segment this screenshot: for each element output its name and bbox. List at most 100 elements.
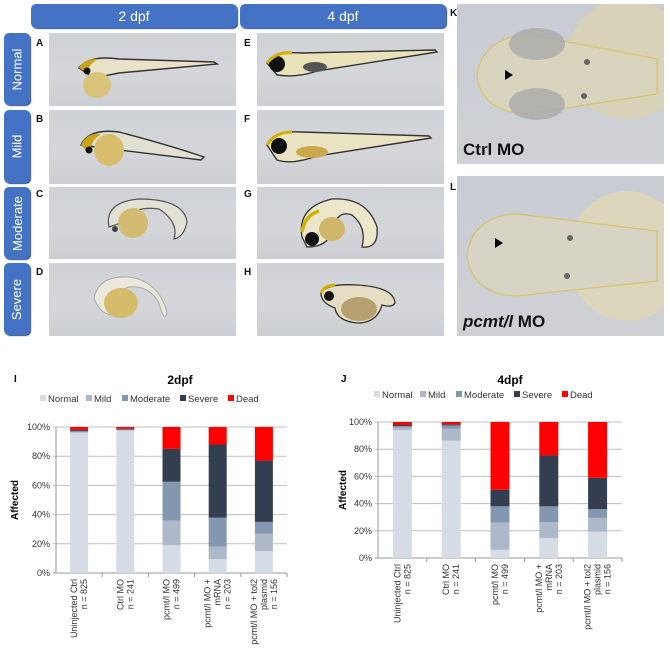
- y-tick-label: 80%: [354, 444, 372, 454]
- x-category-label-line: pcmt/l MO + tol2: [583, 564, 593, 630]
- bar-segment-moderate: [163, 482, 181, 521]
- x-category-label-line: n = 241: [451, 564, 461, 594]
- panel-letter-a: A: [36, 38, 43, 49]
- row-label-moderate-text: Moderate: [10, 196, 25, 251]
- legend-swatch-normal: [40, 395, 46, 401]
- legend-swatch-mild: [420, 391, 426, 397]
- x-category-label-line: n = 203: [223, 579, 233, 609]
- embryo-photo-severe-2dpf: [49, 263, 236, 336]
- x-category-label-line: n = 825: [402, 564, 412, 594]
- chart-2dpf-title: 2dpf: [167, 373, 193, 387]
- y-tick-label: 80%: [32, 451, 50, 461]
- panel-letter-g: G: [244, 189, 252, 200]
- bar-segment-normal: [588, 532, 607, 558]
- x-category-label-line: plasmid: [259, 579, 269, 610]
- legend-swatch-dead: [562, 391, 568, 397]
- y-tick-label: 60%: [354, 471, 372, 481]
- x-category-label-line: pcmt/l MO +: [203, 579, 213, 628]
- bar-segment-severe: [588, 478, 607, 509]
- larva-photo-severe-4dpf: [257, 263, 444, 336]
- bar-segment-severe: [70, 430, 88, 431]
- legend-label-severe: Severe: [522, 390, 552, 401]
- bar-segment-dead: [209, 427, 227, 445]
- legend-label-normal: Normal: [382, 390, 413, 401]
- panel-letter-f: F: [244, 114, 250, 125]
- larva-photo-mild-4dpf: [257, 110, 444, 184]
- row-label-moderate: Moderate: [4, 187, 30, 259]
- embryo-photo-mild-2dpf: [49, 110, 236, 184]
- bar-segment-normal: [442, 441, 461, 558]
- bar-segment-moderate: [539, 506, 558, 522]
- legend-swatch-normal: [374, 391, 380, 397]
- bar-segment-dead: [442, 422, 461, 424]
- y-tick-label: 60%: [32, 480, 50, 490]
- row-label-normal: Normal: [4, 33, 30, 105]
- bar-segment-normal: [209, 559, 227, 573]
- bar-segment-dead: [393, 422, 412, 425]
- y-tick-label: 100%: [349, 417, 372, 427]
- dorsal-label-italic: pcmt/l: [463, 312, 513, 331]
- row-label-mild: Mild: [4, 110, 30, 183]
- x-category-label-line: n = 156: [269, 579, 279, 609]
- chart-4dpf-y-axis-label: Affected: [338, 470, 349, 510]
- legend-swatch-moderate: [122, 395, 128, 401]
- x-category-label-line: n = 156: [603, 564, 613, 594]
- row-label-normal-text: Normal: [10, 48, 25, 90]
- dorsal-photo-pcmtl-mo: pcmt/l MO: [457, 176, 664, 336]
- column-header-4dpf: 4 dpf: [240, 4, 446, 28]
- bar-segment-normal: [70, 433, 88, 573]
- bar-segment-mild: [442, 429, 461, 441]
- bar-segment-dead: [255, 427, 273, 461]
- legend-swatch-severe: [514, 391, 520, 397]
- bar-segment-dead: [539, 422, 558, 455]
- larva-photo-moderate-4dpf: [257, 187, 444, 259]
- x-category-label-line: Uninjected Ctrl: [392, 564, 402, 623]
- panel-letter-e: E: [244, 38, 251, 49]
- x-category-label-line: n = 499: [172, 579, 182, 609]
- x-category-label-line: plasmid: [593, 564, 603, 595]
- bar-segment-moderate: [70, 431, 88, 432]
- row-label-severe-text: Severe: [10, 278, 25, 319]
- y-tick-label: 40%: [32, 510, 50, 520]
- bar-segment-dead: [116, 427, 134, 429]
- chart-2dpf-panel-letter: I: [14, 374, 17, 385]
- column-header-2dpf: 2 dpf: [31, 4, 237, 28]
- larva-photo-normal-4dpf: [257, 33, 444, 106]
- bar-segment-severe: [116, 429, 134, 430]
- bar-segment-severe: [491, 490, 510, 507]
- bar-segment-normal: [393, 430, 412, 558]
- bar-segment-mild: [393, 427, 412, 430]
- legend-swatch-mild: [86, 395, 92, 401]
- x-category-label-line: n = 241: [125, 579, 135, 609]
- y-tick-label: 40%: [354, 499, 372, 509]
- bar-segment-mild: [163, 520, 181, 545]
- x-category-label-line: pcmt/l MO +: [534, 564, 544, 613]
- y-tick-label: 20%: [32, 539, 50, 549]
- embryo-photo-moderate-2dpf: [49, 187, 236, 259]
- panel-letter-h: H: [244, 267, 251, 278]
- bar-segment-moderate: [491, 506, 510, 522]
- bar-segment-severe: [209, 445, 227, 518]
- bar-segment-mild: [491, 523, 510, 550]
- legend-label-dead: Dead: [236, 394, 259, 405]
- bar-segment-mild: [539, 522, 558, 538]
- chart-4dpf-title: 4dpf: [497, 373, 523, 387]
- x-category-label-line: mRNA: [544, 564, 554, 591]
- bar-segment-mild: [70, 432, 88, 433]
- bar-segment-mild: [588, 518, 607, 532]
- y-tick-label: 20%: [354, 526, 372, 536]
- bar-segment-normal: [255, 551, 273, 573]
- y-tick-label: 0%: [359, 553, 372, 563]
